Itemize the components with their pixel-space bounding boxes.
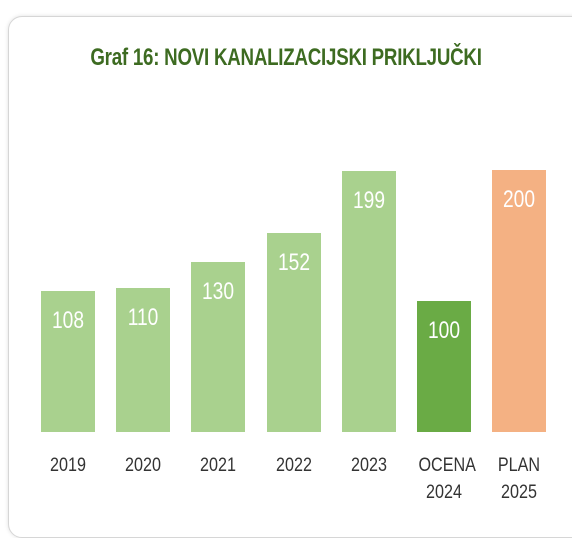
bar [116,287,171,432]
x-tick-label: 2023 [350,455,387,476]
bar [266,232,321,432]
page: Graf 16: NOVI KANALIZACIJSKI PRIKLJUČKI … [8,16,572,538]
value-label: 130 [202,277,235,305]
x-tick-label: 2021 [200,455,237,476]
x-tick-label: OCENA 2024 [418,455,476,503]
bar [341,171,396,432]
chart-title: Graf 16: NOVI KANALIZACIJSKI PRIKLJUČKI [90,44,482,71]
bar [492,170,547,432]
bar [41,290,95,432]
bar [417,301,471,432]
x-tick-label: PLAN 2025 [498,455,541,503]
bar [191,261,246,432]
value-label: 152 [277,248,310,276]
x-tick-label: 2019 [50,455,86,476]
value-label: 110 [127,303,159,331]
x-tick-label: 2020 [125,455,162,476]
value-label: 200 [503,186,536,213]
x-tick-label: 2022 [275,455,312,476]
value-label: 108 [51,306,85,334]
value-label: 199 [352,187,385,215]
value-label: 100 [427,317,461,344]
